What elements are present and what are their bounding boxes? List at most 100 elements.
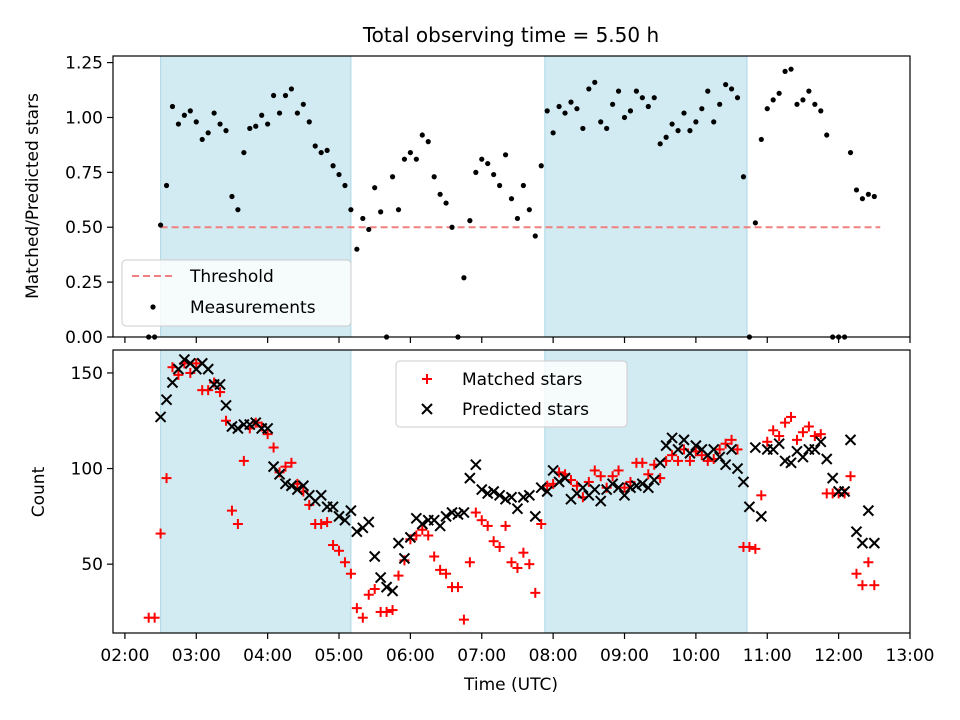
- predicted-point-b: [844, 434, 857, 446]
- predicted-point: [160, 394, 173, 406]
- predicted-point-b: [636, 478, 649, 490]
- matched-point: [756, 490, 767, 501]
- measurement-point: [675, 128, 681, 134]
- matched-point: [494, 541, 505, 552]
- predicted-point: [535, 481, 547, 494]
- matched-point: [726, 434, 737, 445]
- predicted-point-b: [351, 525, 363, 538]
- predicted-point: [232, 422, 244, 435]
- measurement-point: [788, 66, 794, 72]
- predicted-legend-label: Predicted stars: [462, 400, 589, 420]
- x-tick-label: 12:00: [814, 646, 863, 666]
- predicted-point-b: [666, 432, 678, 444]
- predicted-point-b: [529, 510, 541, 523]
- predicted-point: [559, 472, 571, 484]
- measurement-point: [657, 141, 663, 147]
- matched-point: [714, 444, 725, 455]
- predicted-point: [660, 439, 672, 452]
- matched-point: [667, 450, 678, 461]
- matched-legend-label: Matched stars: [462, 370, 582, 390]
- measurement-point: [199, 136, 205, 143]
- matched-legend-swatch: [422, 374, 432, 384]
- measurement-point: [300, 101, 306, 107]
- predicted-point-b: [791, 445, 803, 458]
- measurement-point: [324, 147, 330, 153]
- predicted-point: [529, 510, 541, 523]
- predicted-point: [297, 480, 310, 492]
- predicted-point-b: [214, 378, 226, 391]
- measurement-point: [223, 128, 229, 134]
- predicted-point-b: [368, 550, 381, 563]
- predicted-point-b: [392, 537, 405, 549]
- measurement-point: [764, 106, 770, 112]
- measurement-point: [253, 123, 259, 129]
- predicted-point: [708, 443, 720, 456]
- measurements-legend-swatch: [150, 304, 156, 310]
- top-legend-box: [121, 259, 352, 327]
- matched-point: [161, 473, 172, 484]
- measurement-point: [419, 132, 425, 138]
- measurement-point: [354, 246, 360, 252]
- predicted-point-b: [279, 478, 292, 490]
- matched-point: [506, 557, 517, 568]
- measurement-point: [586, 86, 592, 92]
- matched-point: [583, 476, 594, 487]
- measurement-point: [812, 101, 818, 107]
- matched-point: [780, 417, 791, 428]
- measurement-point: [437, 191, 443, 197]
- matched-point: [512, 562, 523, 573]
- measurement-point: [610, 101, 616, 107]
- measurement-point: [193, 119, 199, 125]
- matched-point: [768, 425, 779, 436]
- predicted-point: [327, 501, 339, 513]
- predicted-point: [713, 451, 726, 463]
- matched-point: [232, 519, 243, 530]
- measurement-point: [532, 233, 538, 239]
- top-panel: 0.00 0.25 0.50 0.75 1.00 1.25 Matched/Predict…: [23, 54, 911, 348]
- bottom-y-axis-label: Count: [29, 466, 49, 517]
- predicted-point: [339, 514, 351, 526]
- predicted-point: [868, 537, 881, 549]
- matched-point: [786, 411, 797, 422]
- predicted-point-b: [339, 514, 351, 526]
- predicted-point-b: [737, 476, 750, 488]
- predicted-point: [351, 525, 363, 538]
- predicted-point-b: [660, 439, 672, 452]
- predicted-point: [476, 483, 488, 496]
- predicted-point: [737, 476, 750, 488]
- measurement-point: [401, 156, 408, 162]
- x-tick-label: 06:00: [386, 646, 435, 666]
- measurement-point: [318, 149, 324, 156]
- matched-point: [530, 587, 541, 598]
- bottom-panel: 50 100 150 02:00 03:00 04:00 05:00 06:00 07:00 0…: [29, 349, 935, 695]
- measurement-point: [366, 226, 372, 233]
- matched-point: [607, 471, 618, 482]
- x-axis-label: Time (UTC): [463, 675, 558, 695]
- measurement-point: [770, 97, 776, 103]
- matched-point: [381, 606, 392, 617]
- measurement-point: [568, 99, 574, 105]
- measurement-point: [360, 215, 366, 222]
- top-y-tick-label: 1.25: [65, 54, 103, 74]
- measurement-point: [294, 110, 300, 116]
- predicted-point-b: [345, 504, 357, 517]
- measurement-point: [467, 218, 473, 224]
- measurement-point: [723, 81, 729, 88]
- predicted-point: [862, 504, 875, 517]
- predicted-point-b: [696, 443, 708, 456]
- measurement-point: [449, 224, 455, 230]
- matched-point: [500, 520, 511, 531]
- bottom-y-tick-label: 100: [71, 460, 103, 480]
- predicted-point-b: [511, 503, 524, 515]
- measurement-point: [865, 191, 871, 197]
- measurement-point: [485, 160, 491, 167]
- matched-point: [173, 369, 184, 380]
- measurement-point: [502, 152, 509, 158]
- predicted-point-b: [440, 510, 452, 523]
- matched-point: [268, 442, 279, 453]
- predicted-point-b: [232, 422, 244, 435]
- measurement-point: [853, 187, 860, 193]
- predicted-point-b: [821, 453, 833, 465]
- predicted-point: [434, 520, 446, 532]
